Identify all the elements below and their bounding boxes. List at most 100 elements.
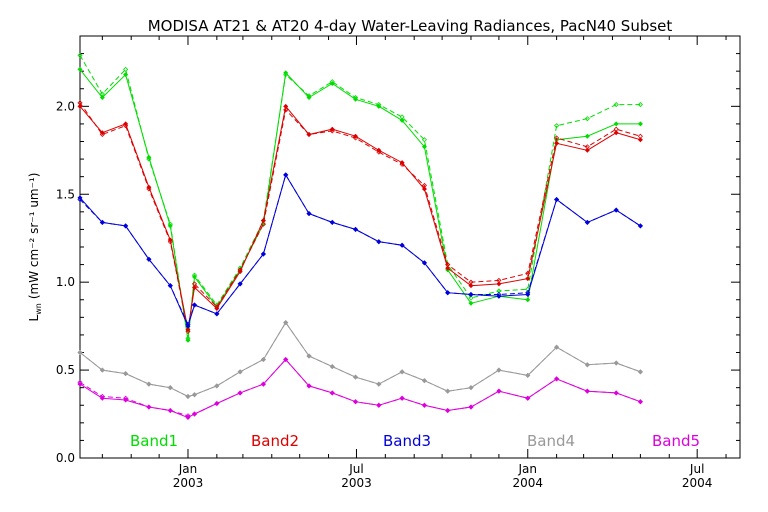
data-point-at20 — [191, 411, 198, 417]
data-point-at20 — [99, 219, 105, 225]
data-point-at20 — [146, 404, 152, 410]
data-point-at20 — [496, 367, 502, 373]
data-point-at20 — [306, 353, 312, 359]
data-point-at20 — [99, 91, 105, 97]
data-point-at20 — [167, 385, 173, 391]
data-point-at20 — [376, 381, 382, 387]
data-point-at20 — [214, 383, 220, 389]
data-point-at20 — [283, 356, 289, 363]
legend-item-band2: Band2 — [251, 432, 299, 450]
x-tick-label-year: 2003 — [173, 476, 204, 490]
data-point-at20 — [191, 302, 198, 308]
data-point-at21 — [554, 140, 560, 146]
data-point-at21 — [445, 265, 451, 271]
data-point-at20 — [525, 290, 531, 296]
data-point-at20 — [496, 277, 502, 283]
data-point-at21 — [637, 121, 643, 127]
data-point-at21 — [77, 66, 83, 72]
data-point-at20 — [237, 369, 243, 375]
data-point-at20 — [637, 223, 643, 229]
x-tick-label-month: Jan — [518, 462, 538, 476]
data-point-at21 — [525, 297, 531, 303]
data-point-at20 — [191, 272, 198, 278]
data-point-at20 — [468, 291, 474, 298]
data-point-at20 — [260, 381, 266, 387]
data-point-at20 — [146, 156, 152, 162]
data-point-at20 — [283, 172, 289, 178]
data-point-at20 — [421, 260, 427, 266]
series-line-at20-band1 — [79, 55, 641, 339]
data-point-at20 — [329, 128, 335, 134]
data-point-at20 — [613, 126, 619, 132]
plot-frame — [79, 35, 741, 459]
data-point-at20 — [99, 131, 105, 138]
data-point-at21 — [613, 130, 619, 136]
data-point-at20 — [637, 399, 643, 405]
data-point-at21 — [77, 103, 83, 109]
data-point-at20 — [584, 219, 590, 225]
data-point-at20 — [468, 404, 474, 410]
data-point-at20 — [167, 221, 173, 227]
x-tick-label-year: 2004 — [682, 476, 713, 490]
data-point-at21 — [260, 218, 266, 224]
data-point-at20 — [77, 52, 83, 58]
data-point-at20 — [637, 102, 643, 108]
data-point-at20 — [376, 239, 382, 245]
data-point-at21 — [421, 144, 427, 150]
data-point-at20 — [421, 137, 427, 143]
data-point-at20 — [146, 186, 152, 192]
data-point-at20 — [376, 402, 382, 408]
data-point-at20 — [352, 94, 359, 101]
chart-title: MODISA AT21 & AT20 4-day Water-Leaving R… — [148, 17, 673, 35]
data-point-at20 — [214, 304, 220, 310]
data-point-at20 — [191, 281, 198, 287]
data-point-at20 — [399, 114, 405, 120]
data-point-at21 — [191, 284, 197, 290]
data-point-at20 — [306, 211, 312, 217]
data-point-at20 — [185, 328, 191, 334]
data-point-at20 — [329, 219, 335, 225]
data-point-at20 — [260, 221, 266, 227]
data-point-at21 — [468, 300, 474, 306]
data-point-at20 — [399, 161, 405, 167]
data-point-at20 — [185, 413, 191, 419]
data-point-at20 — [306, 383, 312, 389]
legend-item-band4: Band4 — [527, 432, 575, 450]
data-point-at20 — [421, 182, 427, 189]
x-tick-label-month: Jul — [689, 462, 704, 476]
data-point-at21 — [399, 117, 405, 123]
x-tick-label-month: Jan — [178, 462, 198, 476]
data-point-at20 — [554, 123, 560, 129]
data-point-at20 — [185, 321, 191, 327]
data-point-at20 — [99, 393, 105, 400]
data-point-at20 — [421, 378, 427, 384]
series-layer — [77, 52, 643, 421]
data-point-at21 — [637, 137, 643, 143]
data-point-at20 — [376, 149, 382, 155]
data-point-at20 — [399, 242, 405, 248]
data-point-at20 — [306, 131, 312, 138]
data-point-at21 — [613, 121, 619, 127]
data-point-at20 — [584, 388, 590, 394]
data-point-at20 — [376, 102, 382, 108]
series-line-at20-band4 — [79, 321, 641, 398]
data-point-at20 — [260, 251, 266, 257]
y-tick-label: 1.5 — [56, 187, 75, 201]
data-point-at21 — [525, 276, 531, 282]
x-tick-label-year: 2003 — [341, 476, 372, 490]
data-point-at21 — [468, 283, 474, 289]
data-point-at20 — [167, 283, 173, 289]
data-point-at20 — [554, 196, 560, 203]
data-point-at20 — [191, 392, 198, 398]
data-point-at21 — [496, 281, 502, 287]
data-point-at20 — [329, 364, 335, 370]
data-point-at20 — [185, 335, 191, 341]
plot-border — [79, 35, 741, 459]
series-band3 — [77, 172, 643, 329]
y-tick-label: 1.0 — [56, 275, 75, 289]
y-tick-label: 0.5 — [56, 363, 75, 377]
data-point-at20 — [637, 133, 643, 139]
legend: Band1 Band2 Band3 Band4 Band5 — [130, 432, 700, 450]
series-line-at20-band5 — [79, 358, 641, 417]
